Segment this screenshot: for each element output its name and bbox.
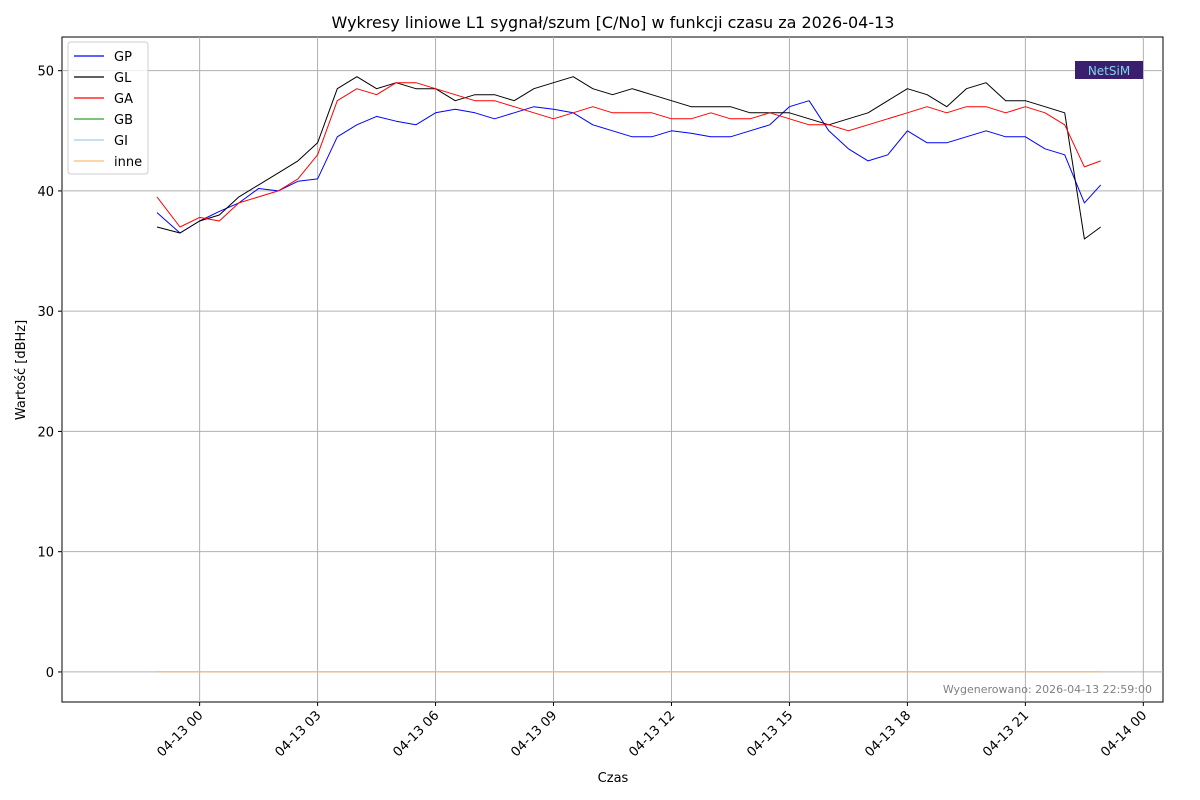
y-tick-label: 20 (37, 425, 54, 440)
x-tick-label: 04-13 06 (390, 708, 442, 760)
legend-label-gl: GL (114, 71, 132, 86)
legend-label-gp: GP (114, 50, 132, 65)
x-tick-label: 04-13 00 (155, 708, 207, 760)
netsim-logo: NetSiM (1075, 61, 1143, 79)
x-tick-label: 04-13 09 (508, 708, 560, 760)
legend-box (67, 41, 149, 175)
y-tick-label: 50 (37, 65, 54, 80)
y-axis-ticks: 0 10 20 30 40 50 (37, 65, 62, 681)
x-axis-label: Czas (598, 771, 629, 786)
y-axis-label: Wartość [dBHz] (14, 320, 29, 420)
grid (62, 37, 1163, 702)
logo-text: NetSiM (1088, 64, 1130, 78)
x-tick-label: 04-13 03 (272, 708, 324, 760)
legend-label-gb: GB (114, 113, 133, 128)
legend-label-inne: inne (114, 155, 142, 170)
x-tick-label: 04-13 15 (744, 708, 796, 760)
x-tick-label: 04-13 18 (862, 708, 914, 760)
y-tick-label: 0 (46, 666, 54, 681)
series-line-gl (156, 76, 1101, 240)
legend-label-ga: GA (114, 92, 133, 107)
legend: GP GL GA GB GI inne (67, 41, 149, 175)
y-tick-label: 40 (37, 185, 54, 200)
x-axis-ticks: 04-13 00 04-13 03 04-13 06 04-13 09 04-13 12… (155, 702, 1150, 760)
series-lines (156, 76, 1102, 673)
plot-area (61, 36, 1164, 703)
series-line-gp (156, 100, 1102, 234)
series-line-ga (156, 82, 1101, 228)
chart-title: Wykresy liniowe L1 sygnał/szum [C/No] w … (332, 13, 895, 32)
x-tick-label: 04-14 00 (1098, 708, 1150, 760)
generated-timestamp: Wygenerowano: 2026-04-13 22:59:00 (943, 683, 1152, 696)
y-tick-label: 10 (37, 546, 54, 561)
legend-label-gi: GI (114, 134, 128, 149)
logo-background (1075, 61, 1143, 79)
x-tick-label: 04-13 12 (626, 708, 678, 760)
y-tick-label: 30 (37, 305, 54, 320)
x-tick-label: 04-13 21 (980, 708, 1032, 760)
